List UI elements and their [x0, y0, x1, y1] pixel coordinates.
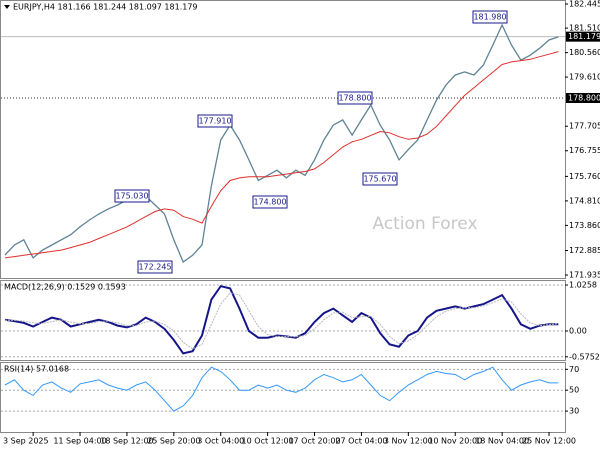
y-tick-label: 176.755 — [569, 146, 600, 155]
series-line — [4, 51, 559, 259]
y-tick-label: 181.510 — [569, 24, 600, 33]
y-tick-label: 1.0258 — [569, 281, 597, 290]
x-tick-label: 17 Oct 20:00 — [288, 437, 340, 446]
level-label: 178.800 — [568, 93, 600, 102]
series-line — [4, 23, 559, 263]
price-annotation: 178.800 — [338, 94, 371, 103]
rsi-panel — [0, 362, 566, 433]
level-box — [566, 92, 600, 103]
y-tick-label: 179.610 — [569, 73, 600, 82]
panel-title: RSI(14) 57.0168 — [4, 365, 69, 374]
y-tick-label: 171.935 — [569, 271, 600, 280]
price-annotation: 174.800 — [253, 198, 286, 207]
x-tick-label: 18 Sep 12:00 — [100, 437, 153, 446]
price-annotation: 175.670 — [363, 175, 396, 184]
price-annotation: 175.030 — [115, 192, 148, 201]
y-tick-label: 50 — [569, 386, 579, 395]
x-tick-label: 3 Nov 12:00 — [384, 437, 433, 446]
price-annotation: 177.910 — [198, 117, 231, 126]
last-price-box — [566, 31, 600, 42]
y-tick-label: 30 — [569, 407, 579, 416]
y-tick-label: 175.760 — [569, 172, 600, 181]
price-annotation-box — [114, 189, 150, 203]
price-annotation: 181.980 — [473, 13, 506, 22]
x-tick-label: 3 Oct 04:00 — [197, 437, 244, 446]
y-tick-label: 182.445 — [569, 0, 600, 8]
series-line — [4, 366, 559, 412]
price-annotation-box — [472, 10, 508, 24]
y-tick-label: 177.705 — [569, 122, 600, 131]
x-tick-label: 27 Oct 04:00 — [335, 437, 387, 446]
series-line — [5, 292, 559, 350]
macd-panel — [0, 280, 566, 361]
price-annotation: 172.245 — [138, 263, 171, 272]
x-tick-label: 25 Nov 12:00 — [522, 437, 576, 446]
y-tick-label: 174.810 — [569, 196, 600, 205]
x-tick-label: 18 Nov 04:00 — [475, 437, 529, 446]
y-tick-label: 0.00 — [569, 327, 587, 336]
x-tick-label: 10 Oct 12:00 — [242, 437, 294, 446]
panel-title: MACD(12,26,9) 0.1529 0.1593 — [4, 283, 126, 292]
y-tick-label: 180.560 — [569, 48, 600, 57]
price-annotation-box — [197, 114, 233, 128]
menu-arrow — [4, 5, 10, 9]
y-tick-label: 70 — [569, 365, 579, 374]
x-tick-label: 10 Nov 20:00 — [428, 437, 482, 446]
y-tick-label: 173.860 — [569, 221, 600, 230]
series-line — [4, 285, 559, 355]
price-annotation-box — [362, 172, 398, 186]
y-tick-label: -0.5752 — [569, 352, 600, 361]
x-tick-label: 25 Sep 20:00 — [147, 437, 200, 446]
price-annotation-box — [137, 260, 173, 274]
y-tick-label: 172.885 — [569, 246, 600, 255]
price-annotation-box — [252, 195, 288, 209]
panel-title: EURJPY,H4 181.166 181.244 181.097 181.17… — [13, 3, 198, 12]
x-tick-label: 11 Sep 04:00 — [53, 437, 106, 446]
price-annotation-box — [337, 91, 373, 105]
last-price-label: 181.179 — [568, 32, 600, 41]
price-panel — [0, 0, 566, 279]
x-tick-label: 3 Sep 2025 — [3, 437, 49, 446]
watermark: Action Forex — [372, 214, 477, 234]
